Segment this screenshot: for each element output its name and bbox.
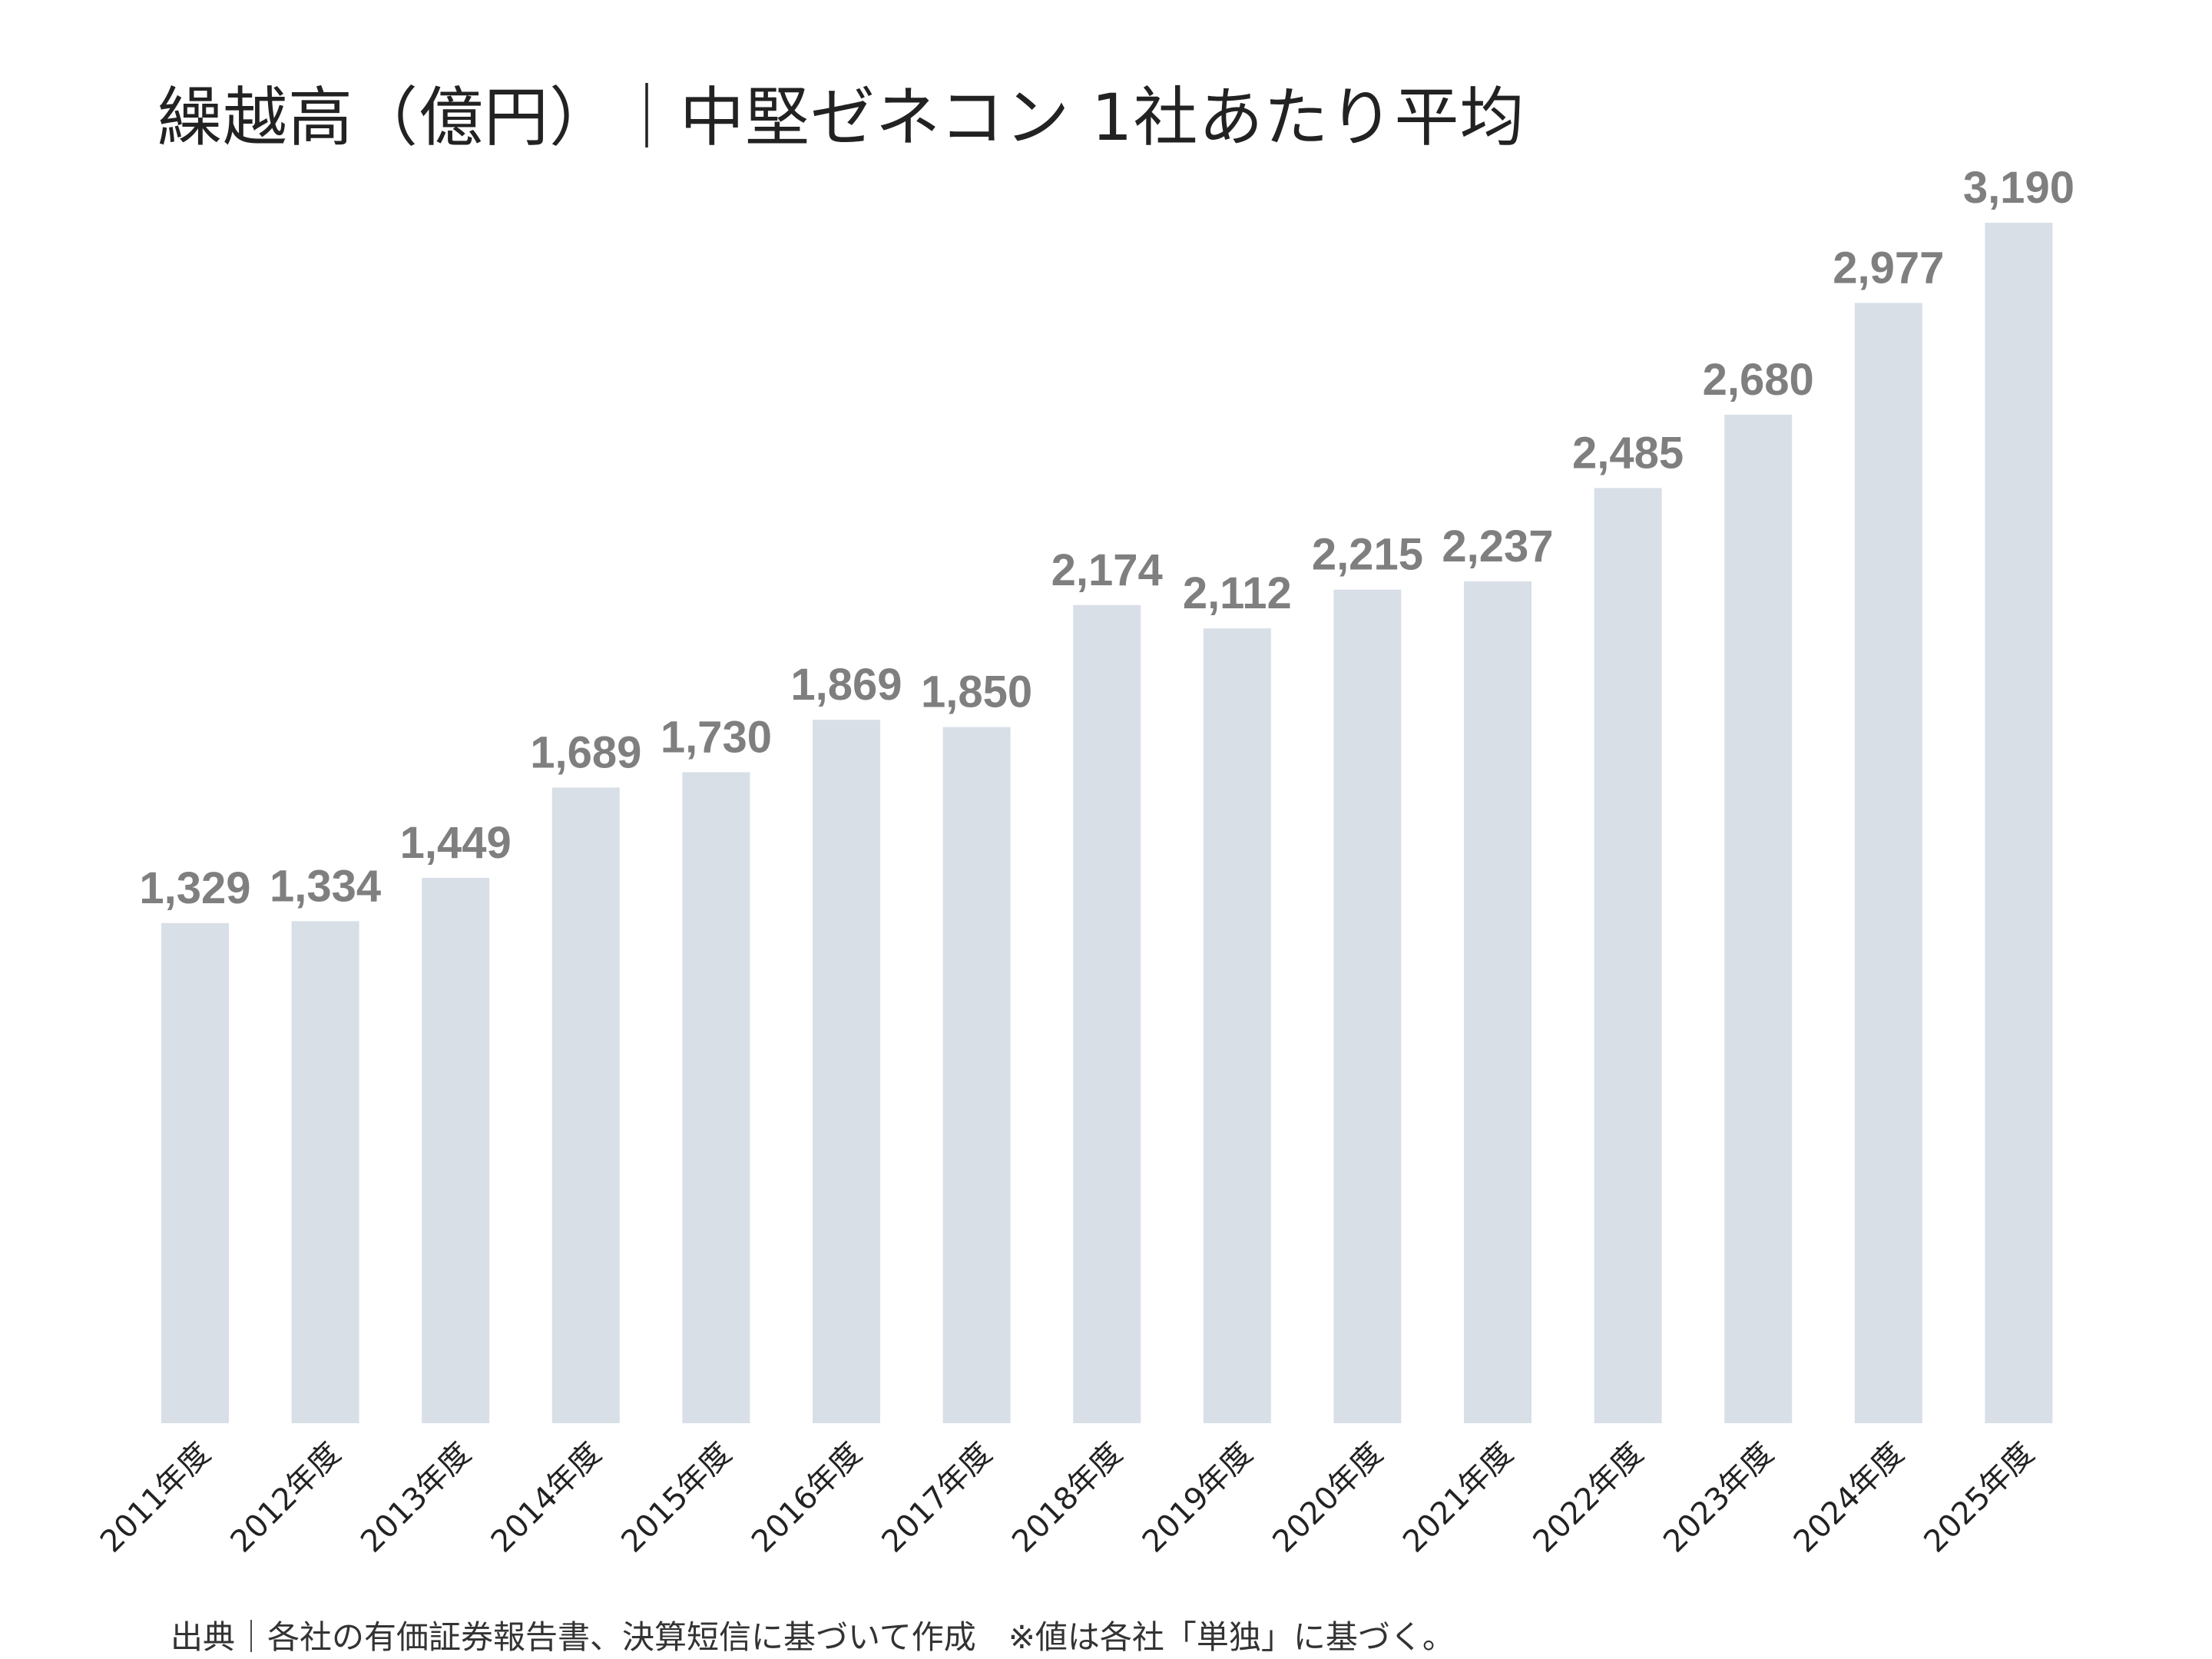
value-label-2018年度: 2,174 <box>1051 545 1163 595</box>
bar-2014年度 <box>551 787 620 1423</box>
x-tick-2021年度: 2021年度 <box>1396 1436 1520 1560</box>
value-label-2023年度: 2,680 <box>1703 355 1814 405</box>
x-tick-2011年度: 2011年度 <box>94 1436 217 1560</box>
bar-2023年度 <box>1724 414 1793 1423</box>
value-label-2011年度: 1,329 <box>139 863 250 913</box>
value-label-2014年度: 1,689 <box>530 727 641 777</box>
bar-2013年度 <box>422 878 490 1423</box>
source-note: 出典｜各社の有価証券報告書、決算短信に基づいて作成 ※値は各社「単独」に基づく。 <box>171 1618 1455 1656</box>
x-tick-2016年度: 2016年度 <box>745 1436 869 1560</box>
value-label-2021年度: 2,237 <box>1442 522 1553 571</box>
value-label-2012年度: 1,334 <box>270 861 381 911</box>
value-label-2016年度: 1,869 <box>790 660 902 710</box>
bar-2018年度 <box>1073 604 1141 1423</box>
x-tick-2012年度: 2012年度 <box>224 1436 348 1560</box>
value-label-2017年度: 1,850 <box>921 667 1032 717</box>
bar-2021年度 <box>1464 581 1532 1423</box>
bars-group <box>161 223 2053 1424</box>
bar-2022年度 <box>1594 488 1662 1423</box>
x-tick-2023年度: 2023年度 <box>1657 1436 1780 1560</box>
bar-2025年度 <box>1985 223 2053 1423</box>
bar-2011年度 <box>161 922 229 1423</box>
x-tick-2014年度: 2014年度 <box>485 1436 608 1560</box>
value-label-2019年度: 2,112 <box>1183 568 1292 618</box>
x-tick-2013年度: 2013年度 <box>354 1436 478 1560</box>
bar-2012年度 <box>291 921 359 1423</box>
value-label-2015年度: 1,730 <box>661 712 772 762</box>
value-label-2024年度: 2,977 <box>1833 243 1944 293</box>
value-label-2025年度: 3,190 <box>1963 163 2075 213</box>
x-tick-2020年度: 2020年度 <box>1266 1436 1389 1560</box>
bar-2015年度 <box>682 772 750 1423</box>
x-axis-tick-labels: 2011年度 2012年度 2013年度 2014年度 2015年度 2016年度 2017… <box>94 1436 2041 1560</box>
value-label-2013年度: 1,449 <box>400 818 512 868</box>
value-label-2020年度: 2,215 <box>1312 530 1423 580</box>
x-tick-2024年度: 2024年度 <box>1787 1436 1911 1560</box>
x-tick-2017年度: 2017年度 <box>876 1436 999 1560</box>
bar-2019年度 <box>1203 628 1271 1424</box>
x-tick-2022年度: 2022年度 <box>1527 1436 1651 1560</box>
bar-2017年度 <box>942 727 1011 1423</box>
chart-title: 繰越高（億円）｜中堅ゼネコン 1社あたり平均 <box>157 80 1525 155</box>
bar-2020年度 <box>1333 589 1402 1424</box>
x-tick-2018年度: 2018年度 <box>1005 1436 1129 1560</box>
x-tick-2019年度: 2019年度 <box>1136 1436 1260 1560</box>
bar-2016年度 <box>813 720 880 1423</box>
value-labels-group: 1,329 1,334 1,449 1,689 1,730 1,869 1,850 2,174… <box>139 163 2075 913</box>
value-label-2022年度: 2,485 <box>1572 428 1684 478</box>
x-tick-2015年度: 2015年度 <box>614 1436 738 1560</box>
bar-2024年度 <box>1854 303 1922 1423</box>
x-tick-2025年度: 2025年度 <box>1917 1436 2041 1560</box>
